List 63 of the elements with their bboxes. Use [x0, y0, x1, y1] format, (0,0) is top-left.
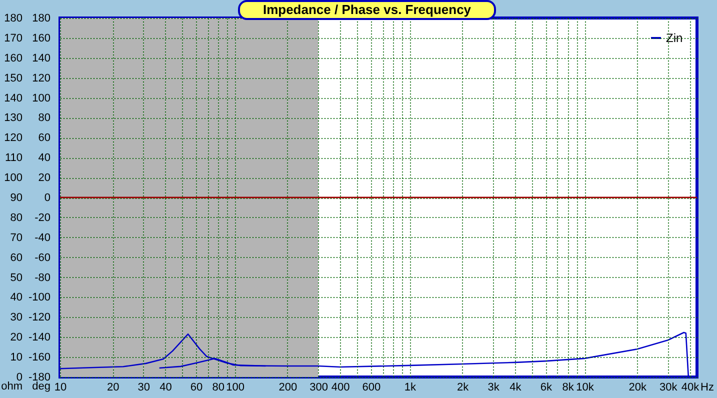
x-tick-label: 40: [160, 382, 172, 394]
y-tick-label: -60: [34, 252, 50, 264]
x-tick-label: 20k: [628, 382, 647, 394]
y-tick-label: -120: [28, 312, 50, 324]
x-tick-label: 40k: [681, 382, 700, 394]
x-tick-label: 8k: [562, 382, 574, 394]
x-tick-label: 30: [138, 382, 150, 394]
x-tick-label: 1k: [404, 382, 416, 394]
x-tick-label: 10k: [576, 382, 594, 394]
x-tick-label: 10: [54, 382, 67, 394]
y2-tick-label: 120: [4, 132, 22, 144]
y2-tick-label: 80: [10, 212, 22, 224]
y2-tick-label: 70: [10, 232, 22, 244]
x-tick-label: 3k: [488, 382, 500, 394]
x-tick-label: 600: [362, 382, 381, 394]
x-tick-label: 6k: [540, 382, 553, 394]
x-axis-title: Hz: [700, 382, 714, 394]
y-tick-label: 140: [32, 52, 50, 64]
y2-tick-label: 160: [4, 52, 22, 64]
x-tick-label: 4k: [510, 382, 522, 394]
x-tick-label: 60: [190, 382, 203, 394]
y2-tick-label: 30: [10, 312, 22, 324]
legend-label: Zin: [666, 31, 683, 45]
y-tick-label: -160: [28, 352, 50, 364]
y2-tick-label: 90: [10, 192, 22, 204]
y-tick-label: -40: [34, 232, 50, 244]
y2-axis-title: ohm: [1, 380, 22, 392]
y-tick-label: -100: [28, 292, 50, 304]
y-tick-label: 40: [38, 152, 50, 164]
y-tick-label: 160: [32, 32, 50, 44]
x-tick-label: 300: [310, 382, 328, 394]
y-tick-label: 0: [44, 192, 50, 204]
y-tick-label: 20: [38, 172, 50, 184]
y-tick-label: 80: [38, 112, 50, 124]
y2-tick-label: 140: [4, 92, 22, 104]
x-tick-label: 30k: [660, 382, 678, 394]
y2-tick-label: 170: [4, 32, 22, 44]
x-tick-label: 100: [226, 382, 245, 394]
x-tick-label: 400: [331, 382, 350, 394]
y-tick-label: -140: [28, 332, 50, 344]
y-tick-label: -20: [34, 212, 50, 224]
y2-tick-label: 150: [4, 72, 22, 84]
y2-tick-label: 0: [16, 372, 22, 384]
y2-tick-label: 20: [10, 332, 22, 344]
x-tick-label: 2k: [456, 382, 470, 394]
x-tick-label: 200: [278, 382, 298, 394]
y2-tick-label: 100: [4, 172, 22, 184]
y-tick-label: 100: [32, 92, 50, 104]
y2-tick-label: 110: [4, 152, 22, 164]
y2-tick-label: 180: [4, 12, 22, 24]
y-axis-title: deg: [32, 380, 50, 392]
y2-tick-label: 50: [10, 272, 22, 284]
y2-tick-label: 40: [10, 292, 22, 304]
y-tick-label: -80: [34, 272, 50, 284]
y-tick-label: 180: [32, 12, 50, 24]
y-tick-label: -180: [28, 372, 50, 384]
y2-tick-label: 10: [10, 352, 22, 364]
y-tick-label: 120: [32, 72, 50, 84]
y2-tick-label: 60: [10, 252, 22, 264]
x-tick-label: 20: [107, 382, 120, 394]
y2-tick-label: 130: [4, 112, 22, 124]
y-tick-label: 60: [38, 132, 50, 144]
x-tick-label: 80: [212, 382, 225, 394]
